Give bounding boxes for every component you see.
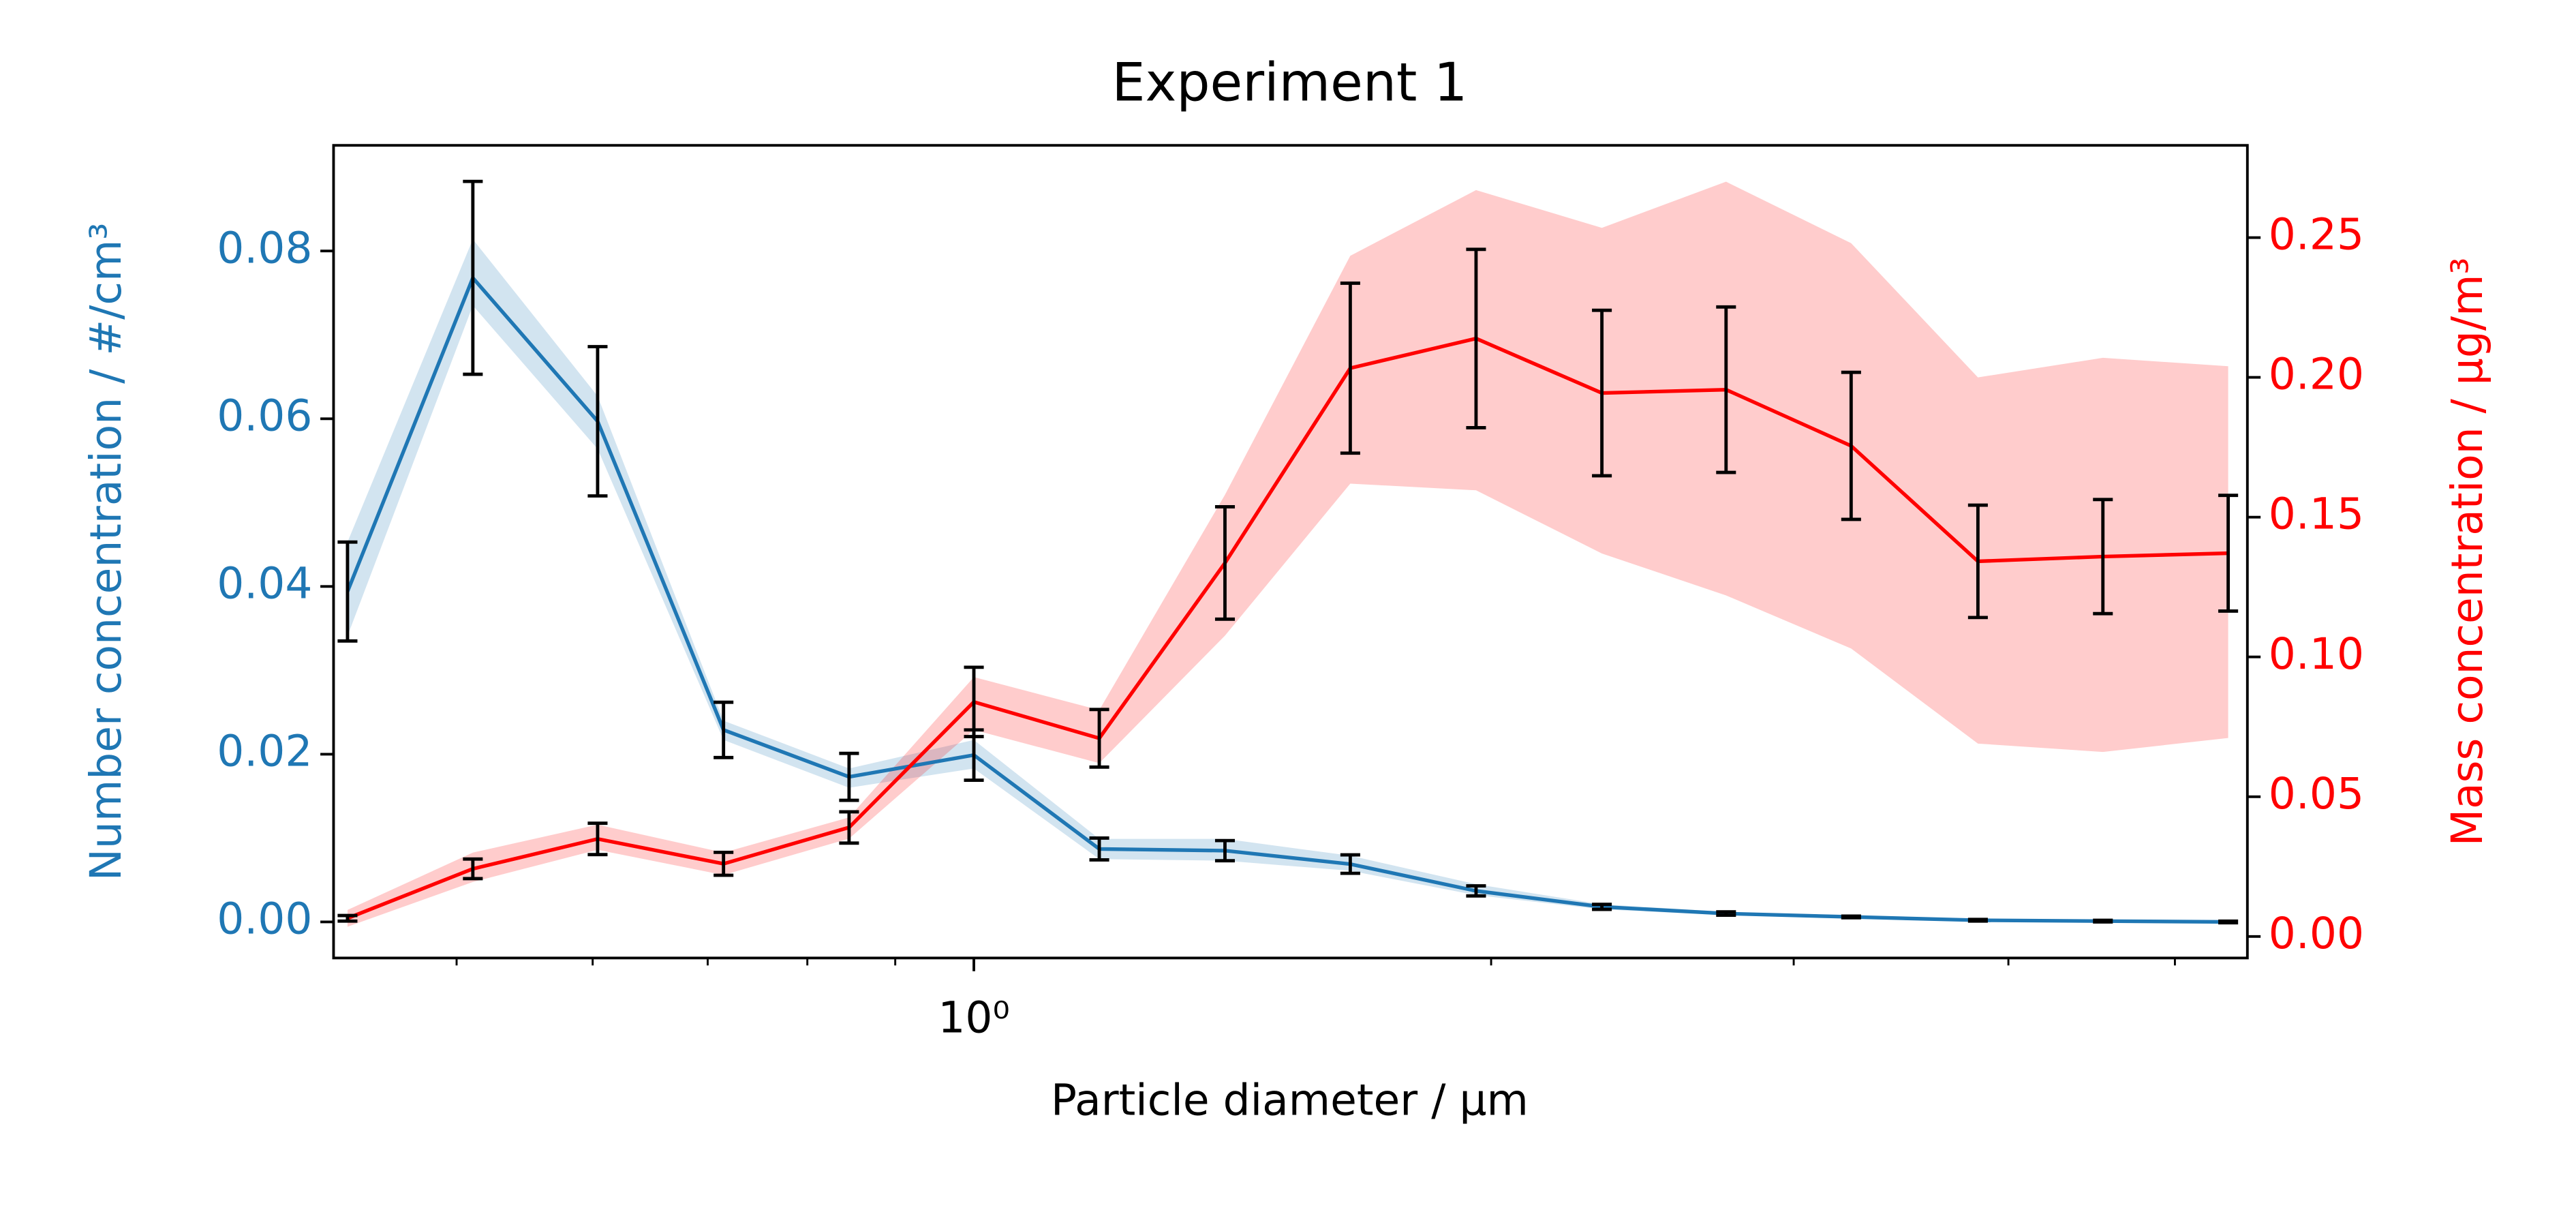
error-bar — [714, 850, 734, 877]
x-axis-label: Particle diameter / μm — [1051, 1076, 1529, 1125]
chart-title: Experiment 1 — [1112, 52, 1468, 113]
error-bar — [1340, 281, 1360, 455]
error-bar — [463, 857, 483, 881]
error-bar — [964, 665, 984, 739]
y-axis-label: Number concentration / #/cm³ — [81, 222, 131, 881]
error-bar — [1967, 503, 1988, 620]
error-bar — [1214, 505, 1236, 621]
error-bar — [1841, 914, 1861, 920]
error-bar — [337, 540, 358, 643]
y2-tick-label: 0.20 — [2269, 350, 2364, 399]
y2-tick-label: 0.15 — [2269, 489, 2364, 539]
error-bar — [1466, 884, 1486, 898]
y-tick-label: 0.00 — [217, 894, 312, 944]
y-tick-label: 0.02 — [217, 726, 312, 776]
line — [346, 274, 2228, 924]
y-tick-label: 0.06 — [217, 391, 312, 440]
error-bar — [1967, 918, 1988, 923]
y-tick-label: 0.04 — [217, 558, 312, 608]
error-bar — [463, 179, 483, 376]
error-bar — [1089, 836, 1109, 862]
error-bar — [587, 345, 608, 498]
error-bar — [714, 700, 734, 759]
error-bar — [839, 751, 859, 802]
error-bar — [839, 810, 859, 845]
error-bar — [2218, 494, 2239, 613]
plot-frame — [332, 144, 2249, 960]
error-bar — [2093, 498, 2113, 616]
y2-tick-label: 0.25 — [2269, 210, 2364, 260]
error-bar — [1841, 370, 1861, 521]
error-band — [347, 181, 2228, 927]
y2-tick-label: 0.05 — [2269, 769, 2364, 819]
error-bar — [1214, 838, 1236, 863]
error-bar — [1466, 247, 1486, 429]
x-tick-label: 10⁰ — [938, 993, 1009, 1043]
error-bar — [1089, 708, 1109, 769]
error-bar — [2218, 919, 2239, 925]
y2-axis-label: Mass concentration / μg/m³ — [2442, 257, 2492, 846]
y-tick-label: 0.08 — [217, 223, 312, 273]
error-bar — [587, 821, 608, 857]
error-bar — [1716, 910, 1736, 918]
error-bar — [337, 913, 358, 923]
y2-tick-label: 0.00 — [2269, 909, 2364, 958]
line — [346, 336, 2228, 920]
error-bar — [1592, 308, 1612, 478]
error-bar — [2093, 918, 2113, 924]
error-bar — [1340, 853, 1360, 875]
error-bar — [1716, 305, 1736, 474]
y2-tick-label: 0.10 — [2269, 629, 2364, 679]
error-bar — [1592, 903, 1612, 911]
